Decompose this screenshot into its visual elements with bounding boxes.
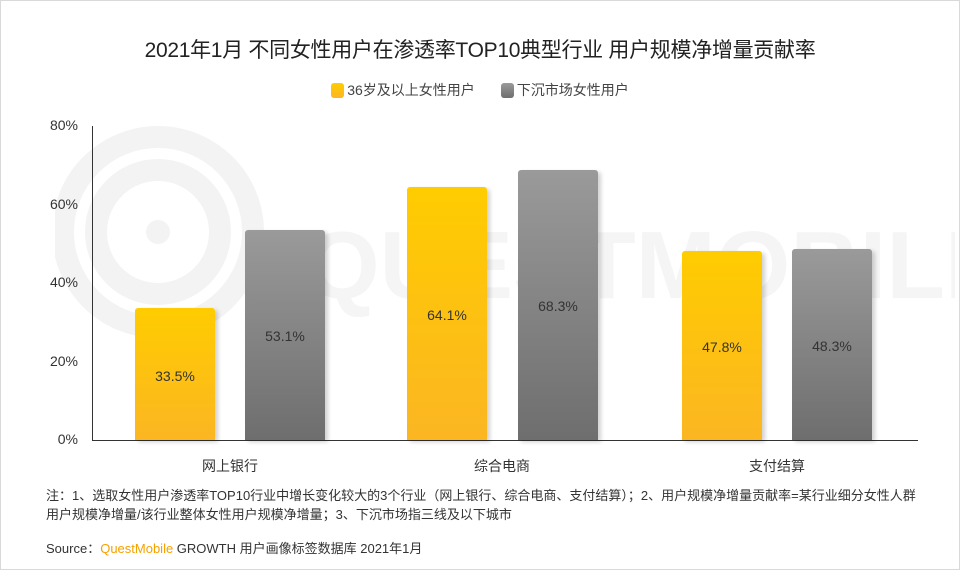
bar-online-banking-36plus <box>135 308 215 440</box>
bar-value-label: 33.5% <box>155 368 195 384</box>
y-tick-20: 20% <box>49 353 78 369</box>
legend: 36岁及以上女性用户 下沉市场女性用户 <box>0 80 960 100</box>
bar-ecommerce-36plus <box>407 187 487 440</box>
y-axis <box>92 126 93 440</box>
x-label-ecommerce: 综合电商 <box>474 458 530 474</box>
legend-label: 36岁及以上女性用户 <box>347 82 475 98</box>
footnote: 注：1、选取女性用户渗透率TOP10行业中增长变化较大的3个行业（网上银行、综合… <box>46 488 916 522</box>
source-brand: QuestMobile <box>100 541 174 556</box>
y-tick-60: 60% <box>49 196 78 212</box>
legend-swatch-yellow <box>331 82 345 98</box>
legend-label: 下沉市场女性用户 <box>516 82 629 98</box>
x-label-payment: 支付结算 <box>749 458 805 474</box>
chart-title: 2021年1月 不同女性用户在渗透率TOP10典型行业 用户规模净增量贡献率 <box>144 39 816 62</box>
y-tick-0: 0% <box>57 431 78 447</box>
bar-value-label: 68.3% <box>538 298 578 314</box>
bar-payment-36plus <box>682 251 762 440</box>
bar-value-label: 48.3% <box>812 338 852 354</box>
source-suffix: GROWTH 用户画像标签数据库 2021年1月 <box>173 541 423 556</box>
legend-item-lower-tier: 下沉市场女性用户 <box>500 80 629 100</box>
bar-ecommerce-lower-tier <box>518 170 598 440</box>
bar-value-label: 64.1% <box>427 307 467 323</box>
bar-value-label: 47.8% <box>702 339 742 355</box>
bar-online-banking-lower-tier <box>245 230 325 440</box>
x-axis <box>92 440 918 441</box>
bar-payment-lower-tier <box>792 249 872 440</box>
bar-value-label: 53.1% <box>265 328 305 344</box>
legend-swatch-gray <box>500 82 514 98</box>
y-tick-80: 80% <box>49 117 78 133</box>
source-prefix: Source： <box>46 541 101 556</box>
x-label-online-banking: 网上银行 <box>202 458 258 474</box>
source-line: Source：QuestMobile GROWTH 用户画像标签数据库 2021… <box>46 538 422 557</box>
y-tick-40: 40% <box>49 274 78 290</box>
legend-item-36plus: 36岁及以上女性用户 <box>331 80 475 100</box>
